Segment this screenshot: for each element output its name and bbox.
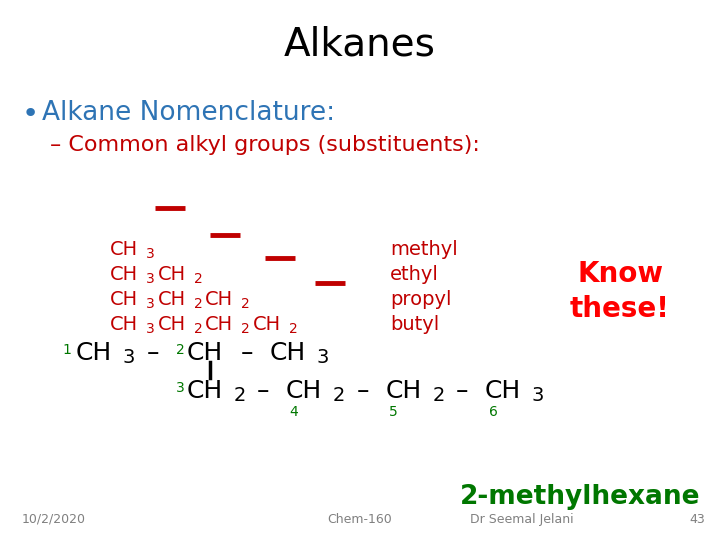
Text: 3: 3 [123, 348, 135, 367]
Text: Alkanes: Alkanes [284, 25, 436, 63]
Text: •: • [22, 100, 40, 128]
Text: ethyl: ethyl [390, 265, 439, 284]
Text: 3: 3 [146, 272, 155, 286]
Text: Alkane Nomenclature:: Alkane Nomenclature: [42, 100, 335, 126]
Text: –: – [348, 379, 377, 403]
Text: CH: CH [385, 379, 422, 403]
Text: 2: 2 [241, 297, 251, 311]
Text: CH: CH [205, 290, 233, 309]
Text: CH: CH [110, 290, 138, 309]
Text: Dr Seemal Jelani: Dr Seemal Jelani [470, 513, 574, 526]
Text: 2-methylhexane: 2-methylhexane [459, 484, 700, 510]
Text: 43: 43 [689, 513, 705, 526]
Text: CH: CH [110, 315, 138, 334]
Text: 2: 2 [194, 297, 202, 311]
Text: CH: CH [158, 290, 186, 309]
Text: CH: CH [270, 341, 306, 365]
Text: 2: 2 [233, 386, 246, 405]
Text: CH: CH [158, 315, 186, 334]
Text: 3: 3 [146, 247, 155, 261]
Text: CH: CH [186, 379, 222, 403]
Text: methyl: methyl [390, 240, 458, 259]
Text: CH: CH [253, 315, 281, 334]
Text: 3: 3 [146, 322, 155, 336]
Text: Know
these!: Know these! [570, 260, 670, 322]
Text: –: – [449, 379, 477, 403]
Text: 2: 2 [176, 343, 184, 357]
Text: CH: CH [110, 240, 138, 259]
Text: 1: 1 [62, 343, 71, 357]
Text: 2: 2 [194, 322, 202, 336]
Text: 3: 3 [532, 386, 544, 405]
Text: CH: CH [485, 379, 521, 403]
Text: 2: 2 [432, 386, 445, 405]
Text: 5: 5 [390, 405, 398, 419]
Text: 2: 2 [241, 322, 251, 336]
Text: 2: 2 [333, 386, 345, 405]
Text: butyl: butyl [390, 315, 439, 334]
Text: 3: 3 [176, 381, 184, 395]
Text: CH: CH [158, 265, 186, 284]
Text: 4: 4 [289, 405, 298, 419]
Text: CH: CH [205, 315, 233, 334]
Text: –: – [249, 379, 278, 403]
Text: –: – [139, 341, 167, 365]
Text: CH: CH [76, 341, 112, 365]
Text: 10/2/2020: 10/2/2020 [22, 513, 86, 526]
Text: 3: 3 [146, 297, 155, 311]
Text: CH: CH [286, 379, 323, 403]
Text: CH: CH [186, 341, 222, 365]
Text: –: – [233, 341, 262, 365]
Text: 2: 2 [194, 272, 202, 286]
Text: –: – [139, 341, 167, 365]
Text: – Common alkyl groups (substituents):: – Common alkyl groups (substituents): [50, 135, 480, 155]
Text: 2: 2 [289, 322, 298, 336]
Text: propyl: propyl [390, 290, 451, 309]
Text: CH: CH [110, 265, 138, 284]
Text: Chem-160: Chem-160 [328, 513, 392, 526]
Text: CH: CH [186, 341, 222, 365]
Text: 3: 3 [317, 348, 329, 367]
Text: 6: 6 [489, 405, 498, 419]
